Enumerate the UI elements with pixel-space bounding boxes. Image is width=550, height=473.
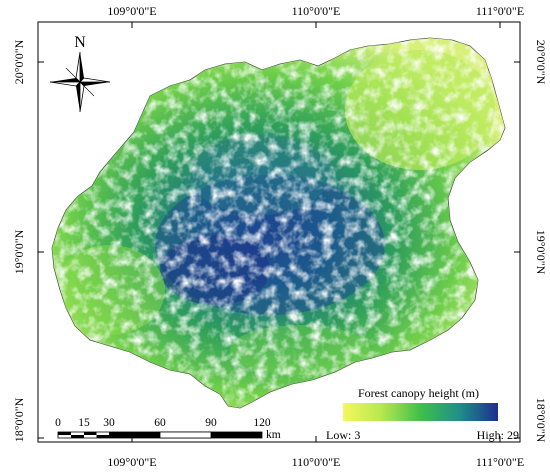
legend-low-label: Low: 3 <box>326 428 360 442</box>
scale-unit: km <box>266 429 281 441</box>
scale-tick-90: 90 <box>205 417 217 429</box>
top-lon-label-2: 110°0'0"E <box>292 4 341 18</box>
right-lat-label-2: 19°0'0"N <box>534 230 548 275</box>
north-arrow-icon: N <box>49 34 111 113</box>
bottom-lon-label-1: 109°0'0"E <box>107 455 156 469</box>
top-lon-label-3: 111°0'0"E <box>476 4 524 18</box>
scale-tick-0: 0 <box>55 417 61 429</box>
scale-tick-30: 30 <box>103 417 115 429</box>
legend-colorbar <box>343 403 498 421</box>
legend-high-label: High: 29 <box>477 428 519 442</box>
right-lat-label-3: 18°0'0"N <box>534 398 548 443</box>
right-lat-label-1: 20°0'0"N <box>534 40 548 85</box>
left-lat-label-3: 18°0'0"N <box>12 397 26 442</box>
bottom-lon-label-2: 110°0'0"E <box>292 455 341 469</box>
scale-bar: 0 15 30 60 90 120 km <box>55 417 281 441</box>
top-lon-label-1: 109°0'0"E <box>107 4 156 18</box>
frame-ticks <box>38 22 520 442</box>
left-lat-label-2: 19°0'0"N <box>12 229 26 274</box>
left-lat-label-1: 20°0'0"N <box>12 39 26 84</box>
legend: Forest canopy height (m) Low: 3 High: 29 <box>326 386 519 442</box>
legend-title: Forest canopy height (m) <box>358 386 479 400</box>
north-label: N <box>74 34 86 51</box>
scale-tick-60: 60 <box>154 417 166 429</box>
scale-tick-15: 15 <box>78 417 90 429</box>
bottom-lon-label-3: 111°0'0"E <box>476 455 524 469</box>
scale-tick-120: 120 <box>253 417 271 429</box>
